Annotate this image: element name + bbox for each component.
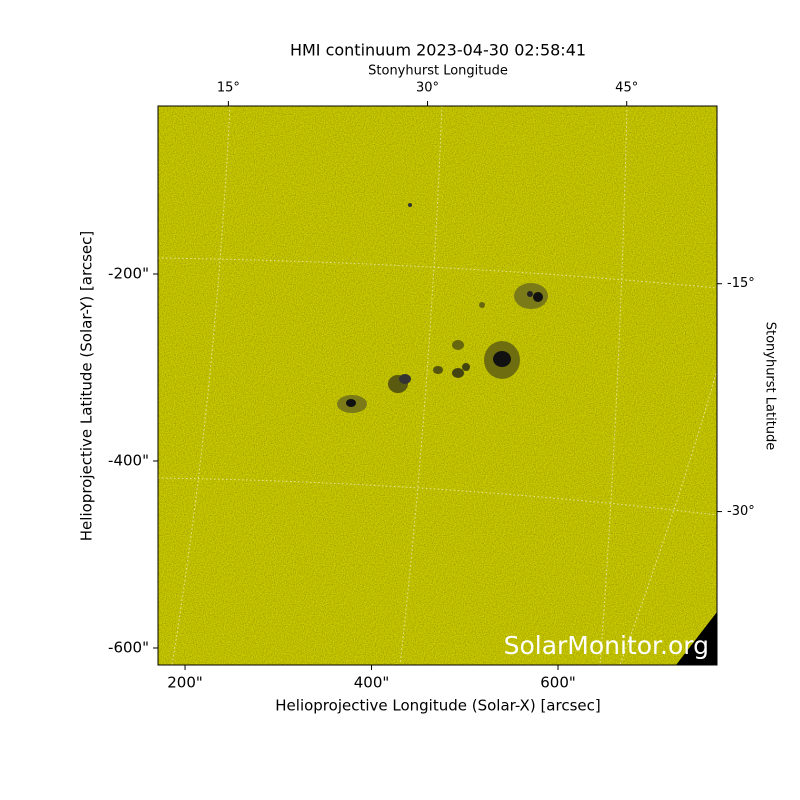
watermark: SolarMonitor.org — [504, 631, 709, 660]
y-tick-label: -400" — [108, 451, 149, 469]
sunspots — [337, 203, 548, 413]
coordinate-grid — [158, 106, 717, 665]
x-tick-label: 600" — [540, 674, 576, 692]
y2-tick-label: -15° — [727, 276, 755, 291]
axes-frame — [157, 105, 718, 666]
x2-tick-label: 45° — [615, 81, 638, 96]
umbra — [346, 399, 356, 407]
umbra — [399, 374, 411, 384]
chart-title: HMI continuum 2023-04-30 02:58:41 — [290, 41, 586, 60]
y2-tick-label: -30° — [727, 504, 755, 519]
image-noise — [158, 106, 717, 665]
pore — [408, 203, 412, 207]
y-axis-label: Helioprojective Latitude (Solar-Y) [arcs… — [78, 231, 96, 541]
x-tick-label: 200" — [167, 674, 203, 692]
x2-axis-label: Stonyhurst Longitude — [368, 64, 508, 79]
pore — [462, 363, 470, 371]
pore — [479, 302, 485, 308]
x-tick-label: 400" — [354, 674, 390, 692]
pore — [452, 368, 464, 378]
image-detail — [158, 106, 717, 665]
off-disk — [676, 612, 717, 665]
pore — [433, 366, 443, 374]
umbra — [493, 351, 511, 367]
y2-axis-label: Stonyhurst Latitude — [763, 322, 778, 451]
y-tick-label: -200" — [108, 265, 149, 283]
umbra — [527, 291, 533, 297]
x2-tick-label: 15° — [217, 81, 240, 96]
umbra — [533, 292, 543, 302]
x2-tick-label: 30° — [416, 81, 439, 96]
pore — [452, 340, 464, 350]
x-axis-label: Helioprojective Longitude (Solar-X) [arc… — [275, 697, 600, 715]
y-tick-label: -600" — [108, 638, 149, 656]
